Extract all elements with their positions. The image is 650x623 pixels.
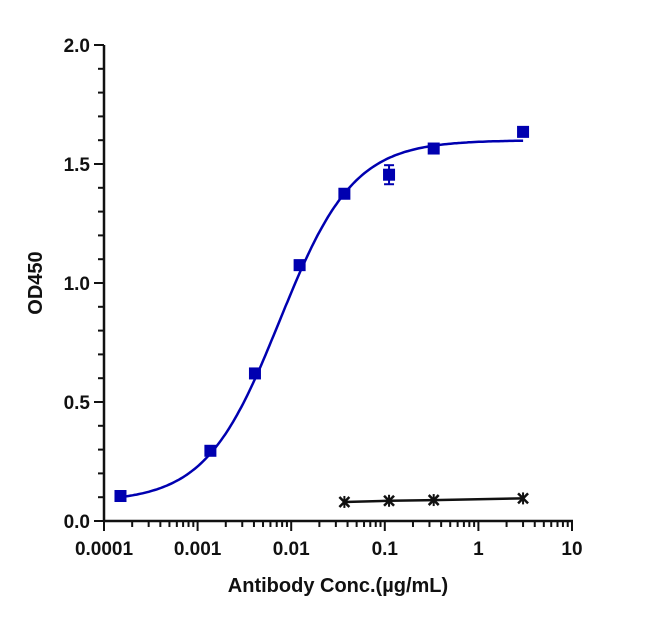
y-tick-label: 2.0 [64, 36, 90, 57]
x-tick-label: 10 [561, 539, 582, 560]
y-tick-label: 0.5 [64, 393, 91, 414]
antibody-data-point [383, 168, 396, 181]
x-tick-label: 0.0001 [75, 539, 134, 560]
control-data-point [383, 494, 395, 507]
antibody-data-point [517, 125, 530, 138]
antibody-data-point [293, 259, 306, 272]
control-data-point [338, 495, 351, 508]
x-tick-label: 0.001 [174, 539, 222, 560]
antibody-data-point [427, 142, 440, 155]
y-tick-label: 1.0 [64, 274, 90, 295]
y-tick-label: 1.5 [64, 155, 91, 176]
y-tick-label: 0.0 [64, 512, 90, 533]
x-tick-label: 1 [473, 539, 484, 560]
fit-curves [120, 139, 524, 504]
y-axis: 0.0 0.5 1.0 1.5 2.0 [64, 36, 106, 533]
x-tick-label: 0.01 [273, 539, 310, 560]
antibody-data-point [338, 187, 351, 200]
control-data-point [517, 492, 529, 505]
control-line [344, 497, 524, 504]
antibody-data-point [114, 490, 127, 503]
antibody-data-point [204, 444, 217, 457]
x-tick-label: 0.1 [372, 539, 399, 560]
antibody-data-point [248, 367, 261, 380]
antibody-fit-curve [120, 139, 524, 499]
y-axis-title: OD450 [25, 251, 47, 314]
control-data-point [427, 494, 440, 507]
data-points [114, 125, 530, 508]
x-axis-title: Antibody Conc.(µg/mL) [228, 575, 448, 597]
x-axis: 0.0001 0.001 0.01 0.1 1 10 [75, 519, 583, 560]
